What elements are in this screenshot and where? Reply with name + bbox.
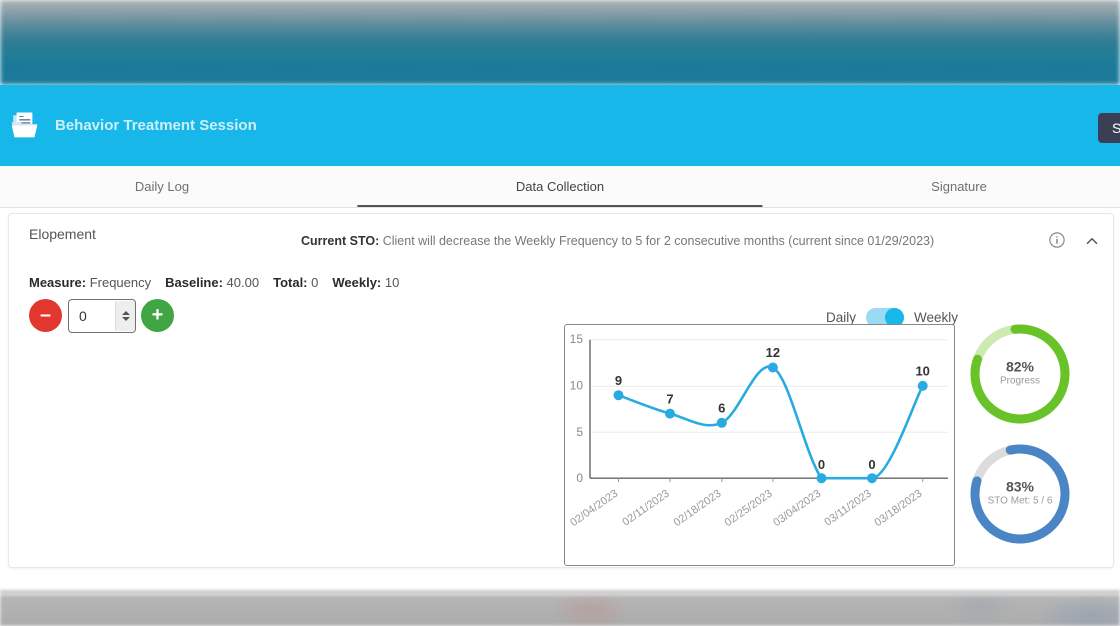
svg-text:10: 10: [570, 379, 584, 393]
svg-text:5: 5: [576, 425, 583, 439]
svg-text:7: 7: [666, 392, 673, 407]
svg-text:6: 6: [718, 401, 725, 416]
svg-text:10: 10: [915, 364, 929, 379]
svg-text:03/11/2023: 03/11/2023: [822, 488, 873, 529]
svg-text:02/25/2023: 02/25/2023: [723, 488, 775, 529]
svg-text:02/04/2023: 02/04/2023: [568, 488, 620, 529]
svg-text:0: 0: [576, 471, 583, 485]
svg-text:02/11/2023: 02/11/2023: [620, 488, 671, 529]
svg-text:03/04/2023: 03/04/2023: [771, 488, 823, 529]
svg-text:02/18/2023: 02/18/2023: [672, 488, 724, 529]
svg-text:12: 12: [766, 345, 780, 360]
svg-text:15: 15: [570, 332, 584, 346]
svg-text:0: 0: [868, 457, 875, 472]
svg-text:0: 0: [818, 457, 825, 472]
svg-text:03/18/2023: 03/18/2023: [872, 488, 924, 529]
svg-text:9: 9: [615, 373, 622, 388]
